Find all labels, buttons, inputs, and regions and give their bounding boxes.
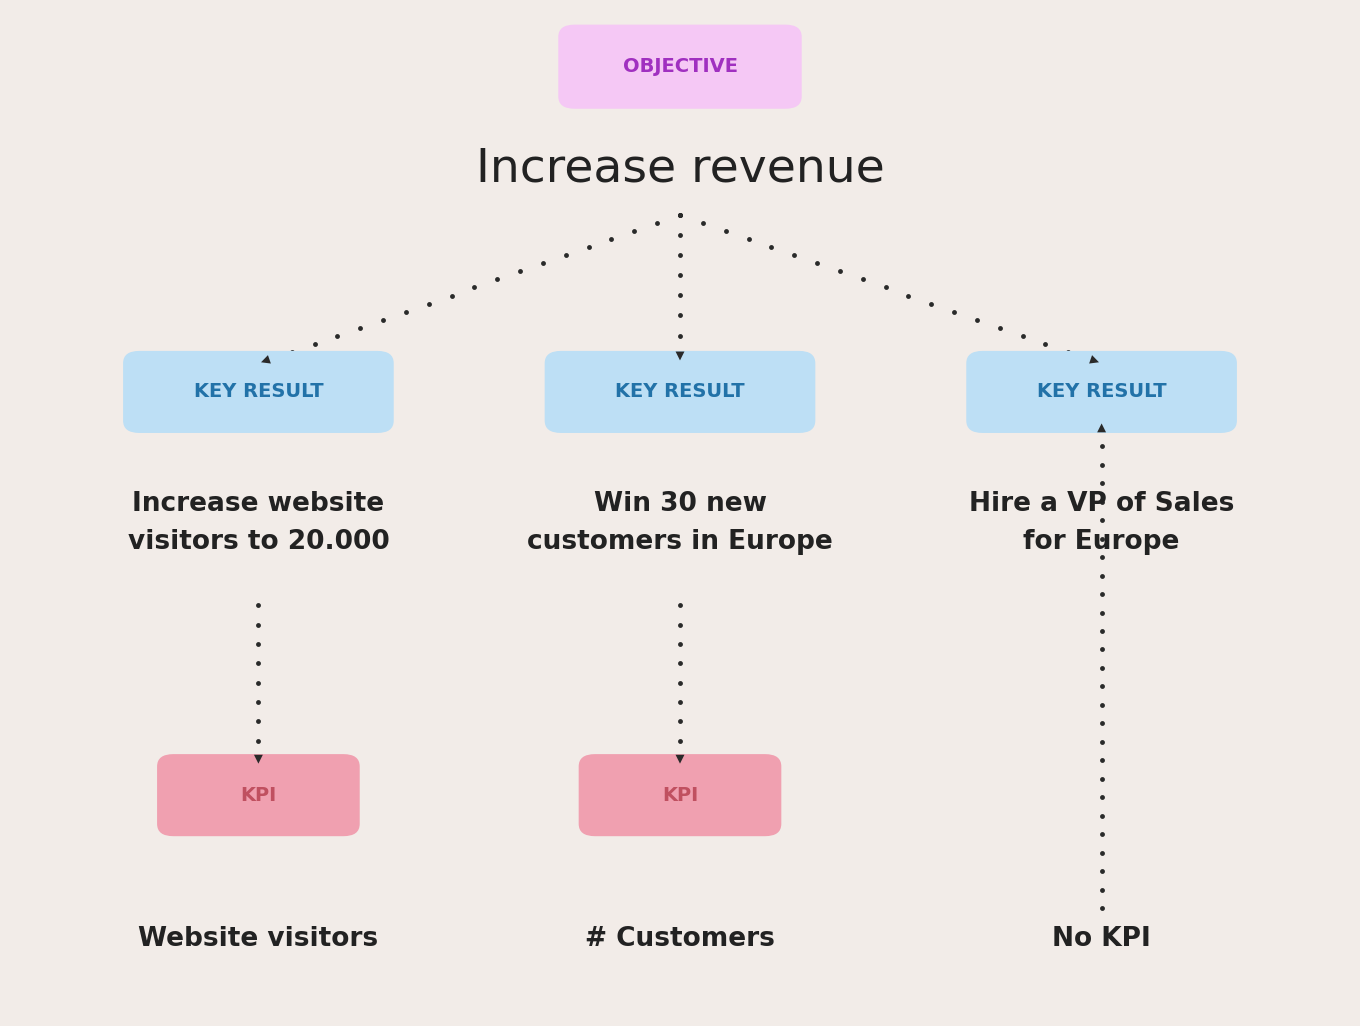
- Text: Hire a VP of Sales
for Europe: Hire a VP of Sales for Europe: [968, 491, 1235, 555]
- Text: Website visitors: Website visitors: [139, 925, 378, 952]
- Text: KEY RESULT: KEY RESULT: [1036, 383, 1167, 401]
- Text: OBJECTIVE: OBJECTIVE: [623, 57, 737, 76]
- Text: KEY RESULT: KEY RESULT: [615, 383, 745, 401]
- Text: KPI: KPI: [662, 786, 698, 804]
- FancyBboxPatch shape: [124, 351, 394, 433]
- Text: Increase revenue: Increase revenue: [476, 147, 884, 192]
- FancyBboxPatch shape: [578, 754, 781, 836]
- FancyBboxPatch shape: [558, 25, 801, 109]
- FancyBboxPatch shape: [966, 351, 1238, 433]
- Text: # Customers: # Customers: [585, 925, 775, 952]
- Text: KPI: KPI: [241, 786, 276, 804]
- FancyBboxPatch shape: [158, 754, 359, 836]
- Text: Win 30 new
customers in Europe: Win 30 new customers in Europe: [528, 491, 832, 555]
- Text: KEY RESULT: KEY RESULT: [193, 383, 324, 401]
- Text: Increase website
visitors to 20.000: Increase website visitors to 20.000: [128, 491, 389, 555]
- FancyBboxPatch shape: [544, 351, 815, 433]
- Text: No KPI: No KPI: [1053, 925, 1151, 952]
